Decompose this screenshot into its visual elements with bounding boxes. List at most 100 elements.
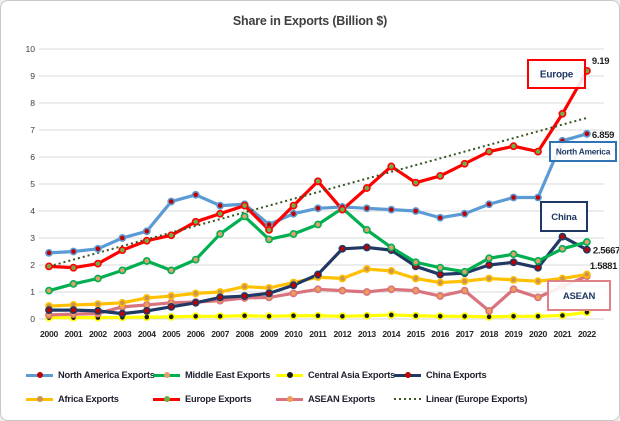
series-marker-middle-east-exports[interactable] [558,244,567,253]
series-marker-china-exports[interactable] [314,270,322,279]
series-marker-africa-exports[interactable] [411,274,420,283]
series-marker-africa-exports[interactable] [387,267,396,275]
series-marker-europe-exports[interactable] [289,201,298,210]
series-marker-north-america-exports[interactable] [45,248,53,257]
series-marker-africa-exports[interactable] [338,274,347,283]
series-marker-china-exports[interactable] [216,293,225,302]
series-marker-asean-exports[interactable] [387,285,396,294]
callout-asean[interactable]: ASEAN [547,280,611,311]
series-marker-central-asia-exports[interactable] [240,311,249,320]
series-marker-central-asia-exports[interactable] [411,311,420,320]
callout-box-europe[interactable] [527,59,586,89]
series-marker-china-exports[interactable] [485,261,493,269]
series-marker-china-exports[interactable] [191,298,200,307]
series-marker-africa-exports[interactable] [485,274,493,283]
series-marker-china-exports[interactable] [142,306,151,315]
series-marker-central-asia-exports[interactable] [534,312,542,321]
series-marker-central-asia-exports[interactable] [191,312,200,321]
series-marker-africa-exports[interactable] [191,289,200,298]
series-marker-middle-east-exports[interactable] [387,243,396,252]
series-marker-central-asia-exports[interactable] [289,311,298,320]
series-marker-china-exports[interactable] [69,306,78,314]
series-marker-middle-east-exports[interactable] [411,258,420,267]
legend-item-middle-east-exports[interactable]: Middle East Exports [153,369,270,381]
series-marker-europe-exports[interactable] [534,147,542,156]
series-marker-china-exports[interactable] [362,243,371,252]
series-marker-central-asia-exports[interactable] [509,312,518,321]
series-marker-north-america-exports[interactable] [387,205,396,214]
series-marker-africa-exports[interactable] [509,275,518,284]
series-marker-china-exports[interactable] [583,245,591,254]
series-marker-africa-exports[interactable] [94,300,102,309]
series-marker-north-america-exports[interactable] [509,193,518,202]
series-marker-europe-exports[interactable] [558,109,567,118]
series-marker-europe-exports[interactable] [485,147,493,156]
series-marker-north-america-exports[interactable] [583,129,591,138]
series-marker-central-asia-exports[interactable] [265,312,273,321]
series-marker-central-asia-exports[interactable] [387,311,396,319]
series-marker-asean-exports[interactable] [509,285,518,294]
series-marker-central-asia-exports[interactable] [460,312,469,321]
callout-china[interactable]: China [540,201,588,232]
series-marker-europe-exports[interactable] [314,177,322,186]
series-marker-middle-east-exports[interactable] [314,220,322,229]
series-marker-asean-exports[interactable] [534,293,542,302]
series-marker-africa-exports[interactable] [436,278,445,287]
callout-box-asean[interactable] [547,280,611,311]
series-marker-middle-east-exports[interactable] [289,230,298,238]
series-marker-asean-exports[interactable] [338,286,347,295]
series-marker-europe-exports[interactable] [411,178,420,187]
series-marker-china-exports[interactable] [436,270,445,279]
series-marker-africa-exports[interactable] [142,294,151,302]
series-marker-china-exports[interactable] [94,306,102,315]
series-marker-north-america-exports[interactable] [94,244,102,253]
series-marker-middle-east-exports[interactable] [265,235,273,244]
series-marker-central-asia-exports[interactable] [558,311,567,320]
series-marker-asean-exports[interactable] [362,288,371,296]
series-marker-north-america-exports[interactable] [534,193,542,202]
series-line-north-america-exports[interactable] [47,132,589,255]
series-marker-europe-exports[interactable] [509,142,518,151]
series-marker-central-asia-exports[interactable] [142,313,151,322]
series-marker-asean-exports[interactable] [289,289,298,298]
series-marker-central-asia-exports[interactable] [216,312,225,321]
series-marker-europe-exports[interactable] [265,225,273,234]
series-marker-middle-east-exports[interactable] [509,250,518,259]
series-marker-middle-east-exports[interactable] [534,257,542,265]
series-marker-asean-exports[interactable] [460,286,469,295]
series-marker-europe-exports[interactable] [240,201,249,210]
series-marker-middle-east-exports[interactable] [216,230,225,238]
series-marker-europe-exports[interactable] [191,217,200,226]
series-marker-china-exports[interactable] [509,258,518,267]
series-marker-europe-exports[interactable] [216,209,225,218]
series-marker-central-asia-exports[interactable] [436,312,445,321]
series-marker-europe-exports[interactable] [94,259,102,268]
callout-north-america[interactable]: North America [549,141,617,162]
callout-box-north-america[interactable] [549,141,617,162]
series-marker-central-asia-exports[interactable] [314,311,322,320]
series-marker-middle-east-exports[interactable] [167,266,176,275]
series-marker-north-america-exports[interactable] [362,204,371,213]
callout-europe[interactable]: Europe [527,59,586,89]
series-marker-africa-exports[interactable] [118,298,127,307]
series-marker-north-america-exports[interactable] [460,209,469,218]
series-marker-north-america-exports[interactable] [69,247,78,256]
series-marker-china-exports[interactable] [240,292,249,300]
series-marker-europe-exports[interactable] [118,246,127,255]
series-marker-asean-exports[interactable] [485,306,493,315]
series-marker-central-asia-exports[interactable] [362,311,371,320]
series-marker-africa-exports[interactable] [167,292,176,300]
series-marker-china-exports[interactable] [45,306,53,314]
series-line-asean-exports[interactable] [47,274,589,317]
legend-item-china-exports[interactable]: China Exports [394,369,487,381]
legend-item-central-asia-exports[interactable]: Central Asia Exports [276,369,395,381]
series-marker-china-exports[interactable] [338,244,347,253]
series-marker-north-america-exports[interactable] [289,209,298,218]
series-marker-africa-exports[interactable] [460,277,469,286]
series-marker-asean-exports[interactable] [436,292,445,300]
series-marker-middle-east-exports[interactable] [118,266,127,275]
series-marker-north-america-exports[interactable] [118,234,127,242]
series-marker-europe-exports[interactable] [387,162,396,171]
series-marker-north-america-exports[interactable] [216,201,225,210]
series-marker-europe-exports[interactable] [460,159,469,168]
